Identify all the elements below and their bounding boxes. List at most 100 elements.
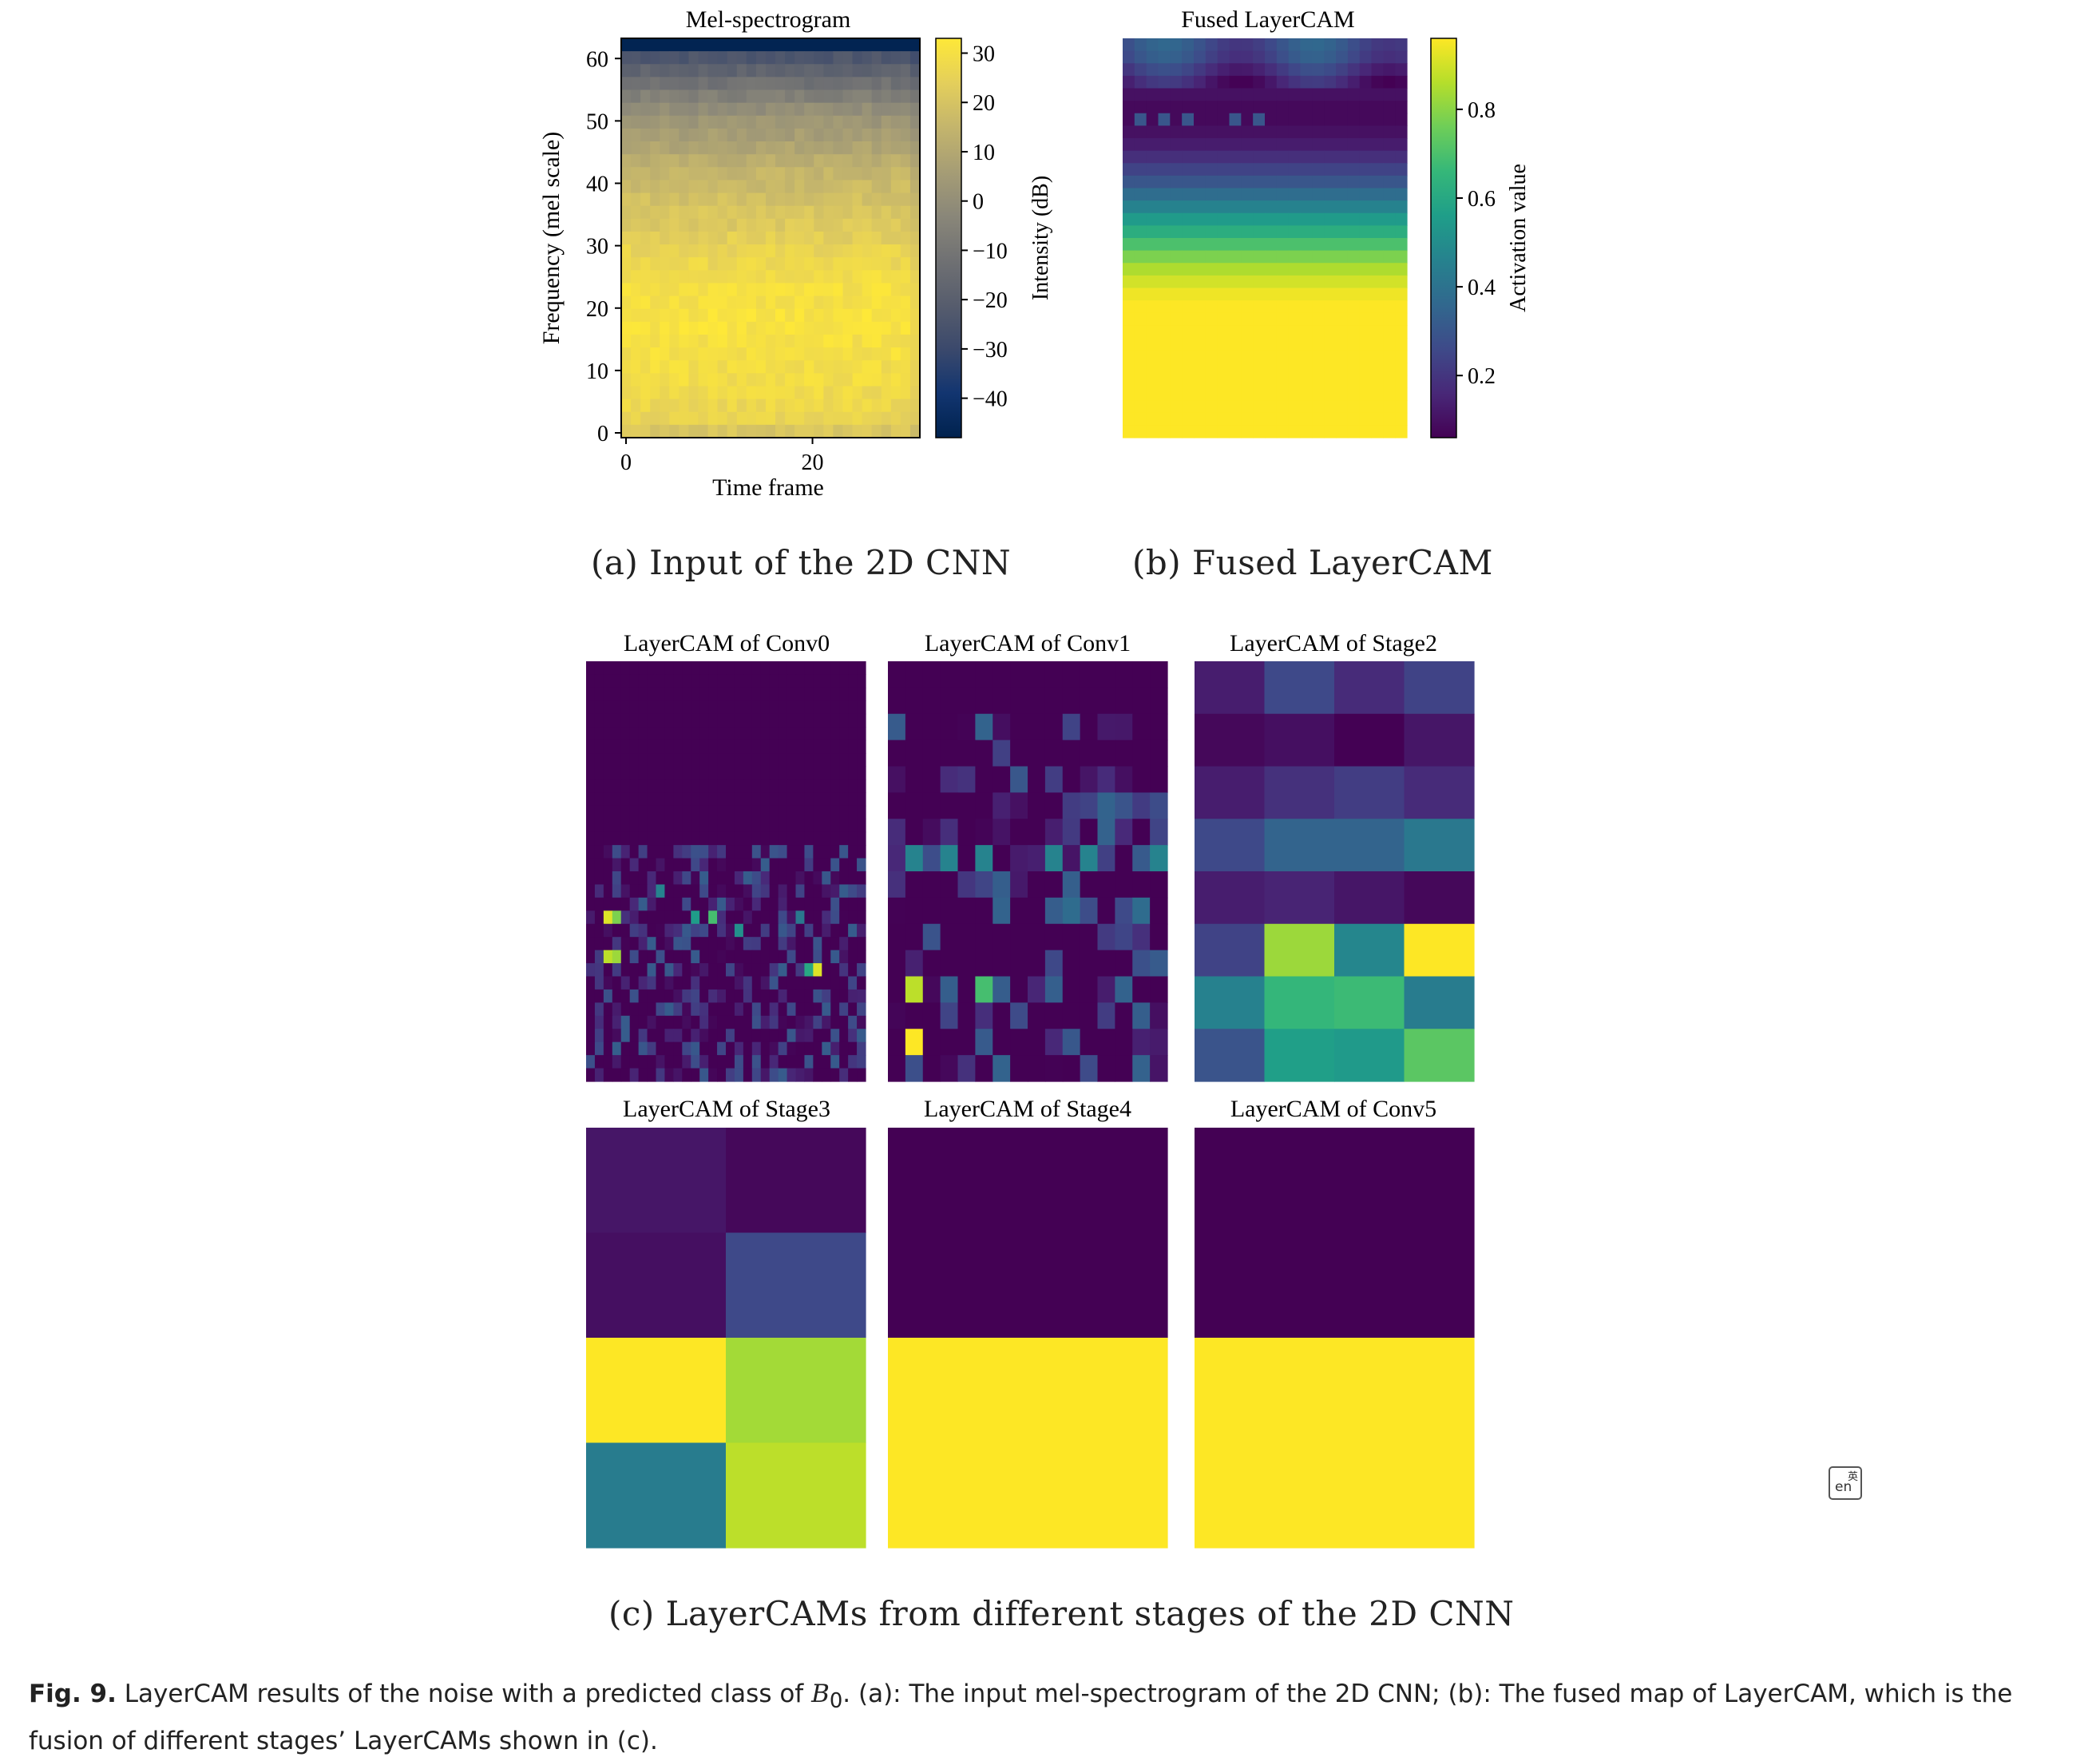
- conv0-cell: [751, 819, 762, 833]
- conv0-cell: [717, 713, 727, 728]
- mel-cell: [871, 424, 882, 438]
- conv1-cell: [1132, 950, 1151, 978]
- fused-cell: [1347, 88, 1361, 101]
- conv0-cell: [743, 858, 753, 872]
- mel-cell: [842, 386, 854, 400]
- mel-cell: [900, 270, 911, 284]
- mel-cell: [765, 360, 776, 374]
- fused-cell: [1205, 325, 1218, 339]
- mel-cell: [881, 257, 892, 271]
- fused-cell: [1300, 200, 1313, 214]
- conv0-cell: [751, 727, 762, 741]
- fused-cell: [1123, 412, 1135, 426]
- conv1-cell: [940, 871, 959, 898]
- conv1-cell: [1010, 1055, 1028, 1082]
- fused-cell: [1194, 275, 1207, 289]
- conv0-cell: [586, 1015, 596, 1029]
- fused-cell: [1324, 350, 1337, 363]
- fused-cell: [1241, 150, 1254, 164]
- fused-cell: [1312, 400, 1325, 414]
- mel-cell: [833, 218, 844, 232]
- mel-cell: [775, 257, 786, 271]
- conv0-cell: [830, 950, 840, 964]
- conv0-cell: [673, 1002, 683, 1017]
- fused-cell: [1288, 338, 1302, 351]
- mel-cell: [707, 373, 719, 387]
- fused-cell: [1288, 238, 1302, 252]
- mel-cell: [650, 192, 660, 207]
- mel-cell: [823, 373, 834, 387]
- mel-cell: [660, 347, 670, 361]
- conv0-cell: [638, 819, 648, 833]
- mel-cell: [862, 424, 873, 438]
- fused-cell: [1170, 150, 1183, 164]
- conv1-cell: [1062, 976, 1081, 1003]
- conv0-cell: [629, 727, 640, 741]
- conv0-cell: [734, 950, 744, 964]
- fused-cell: [1312, 338, 1325, 351]
- translate-icon[interactable]: en 英: [1829, 1466, 1862, 1500]
- fused-cell: [1265, 200, 1278, 214]
- mel-cell: [794, 218, 805, 232]
- conv0-cell: [769, 950, 779, 964]
- conv0-cell: [857, 858, 866, 872]
- fused-cell: [1336, 125, 1349, 139]
- fused-cell: [1395, 238, 1408, 252]
- mel-cell: [909, 77, 921, 91]
- fused-cell: [1312, 38, 1325, 52]
- mel-cell: [746, 115, 757, 129]
- mel-cell: [785, 283, 795, 297]
- mel-cell: [765, 141, 776, 155]
- mel-cell: [833, 192, 844, 207]
- fused-cell: [1265, 113, 1278, 126]
- mel-cell: [785, 386, 795, 400]
- fused-cell: [1123, 88, 1135, 101]
- mel-cell: [909, 167, 921, 181]
- fused-colorbar-tick-label: 0.4: [1468, 276, 1496, 300]
- conv0-cell: [708, 687, 718, 701]
- mel-cell: [707, 128, 719, 142]
- conv0-cell: [778, 950, 788, 964]
- conv1-cell: [975, 1055, 993, 1082]
- conv0-cell: [664, 897, 674, 911]
- conv0-cell: [813, 845, 822, 859]
- conv0-cell: [638, 674, 648, 688]
- mel-cell: [775, 64, 786, 77]
- conv0-cell: [586, 1041, 596, 1056]
- mel-cell: [852, 154, 863, 168]
- mel-cell: [775, 128, 786, 142]
- fused-cell: [1146, 50, 1159, 64]
- fused-cell: [1134, 38, 1147, 52]
- mel-cell: [775, 218, 786, 232]
- conv1-cell: [1044, 976, 1064, 1003]
- mel-cell: [660, 154, 670, 168]
- conv1-cell: [1132, 687, 1151, 715]
- fused-cell: [1359, 425, 1373, 438]
- mel-cell: [900, 295, 911, 310]
- fused-cell: [1182, 238, 1195, 252]
- conv1-cell: [1132, 1029, 1151, 1056]
- mel-cell: [755, 347, 767, 361]
- conv0-cell: [708, 950, 718, 964]
- conv0-cell: [751, 674, 762, 688]
- conv0-cell: [822, 976, 831, 990]
- mel-cell: [660, 270, 670, 284]
- mel-cell: [650, 347, 660, 361]
- mel-cell: [621, 283, 632, 297]
- conv0-cell: [699, 831, 709, 846]
- conv0-cell: [620, 897, 631, 911]
- fused-cell: [1395, 163, 1408, 176]
- conv0-cell: [682, 858, 691, 872]
- fused-cell: [1217, 238, 1230, 252]
- mel-cell: [814, 38, 824, 52]
- mel-cell: [707, 283, 719, 297]
- fused-cell: [1359, 101, 1373, 114]
- mel-cell: [717, 411, 728, 426]
- conv0-cell: [638, 858, 648, 872]
- mel-cell: [852, 192, 863, 207]
- conv0-cell: [699, 884, 709, 898]
- mel-cell: [842, 64, 854, 77]
- mel-cell: [679, 308, 690, 323]
- mel-cell: [669, 244, 680, 258]
- mel-cell: [640, 38, 651, 52]
